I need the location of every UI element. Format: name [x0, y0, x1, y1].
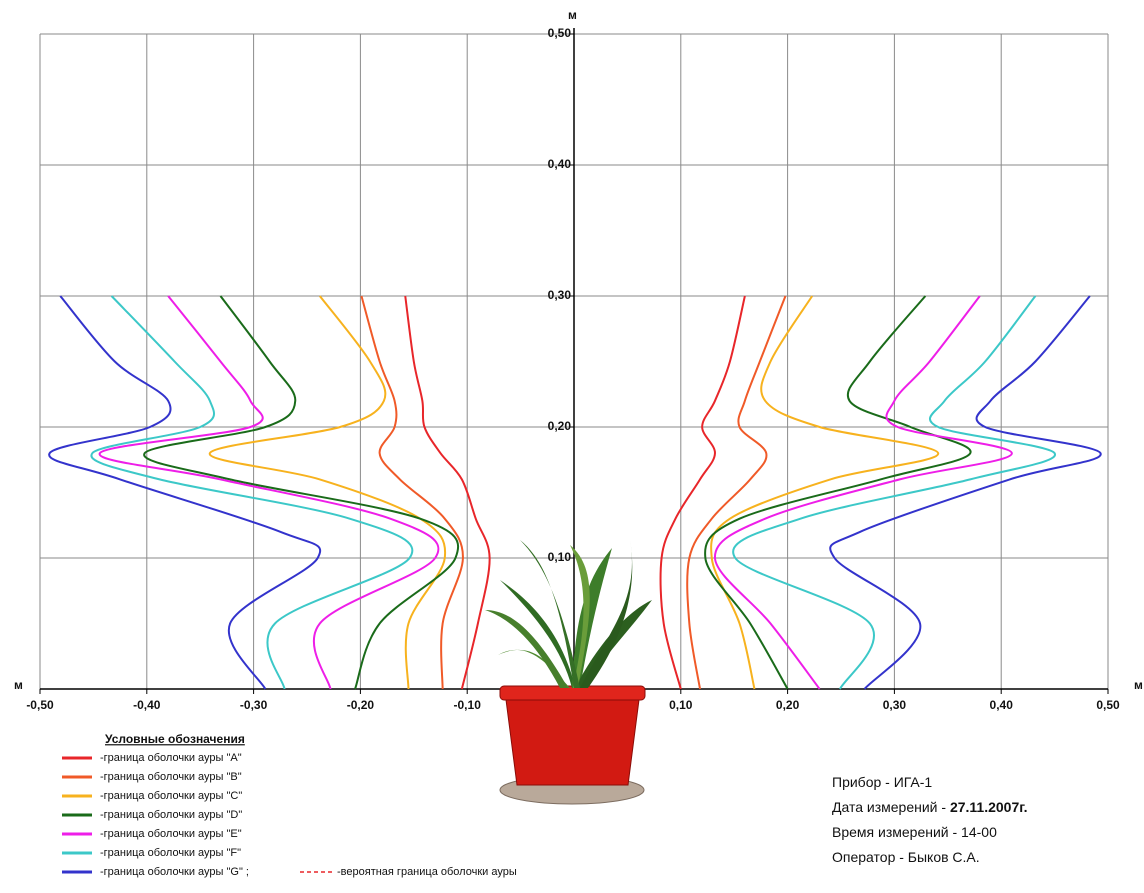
y-unit: м: [568, 8, 577, 22]
x-tick-label: 0,30: [883, 698, 907, 712]
legend-label: -граница оболочки ауры "D": [100, 809, 242, 821]
plant-photo: [485, 540, 652, 805]
x-tick-label: -0,20: [347, 698, 375, 712]
info-label: Дата измерений -: [832, 799, 950, 815]
x-tick-label: -0,50: [26, 698, 54, 712]
info-line: Прибор - ИГА-1: [832, 774, 932, 790]
aura-line: [143, 295, 972, 690]
x-tick-label: 0,40: [990, 698, 1014, 712]
aura-line: [90, 295, 1056, 690]
y-tick-label: 0,20: [548, 419, 572, 433]
info-line: Время измерений - 14-00: [832, 824, 997, 840]
info-line: Оператор - Быков С.А.: [832, 849, 980, 865]
aura-line: [208, 295, 940, 690]
legend-title: Условные обозначения: [105, 732, 245, 746]
x-tick-label: 0,50: [1096, 698, 1120, 712]
legend-label: -вероятная граница оболочки ауры: [337, 866, 517, 878]
legend-label: -граница оболочки ауры "F": [100, 847, 241, 859]
plot-area: [39, 28, 1109, 694]
info-label: Время измерений - 14-00: [832, 824, 997, 840]
x-tick-label: -0,40: [133, 698, 161, 712]
y-tick-label: 0,30: [548, 288, 572, 302]
legend-label: -граница оболочки ауры "E": [100, 828, 242, 840]
aura-line: [404, 295, 746, 690]
x-unit: м: [1134, 678, 1143, 692]
legend-label: -граница оболочки ауры "B": [100, 771, 242, 783]
x-tick-label: -0,10: [454, 698, 482, 712]
info-label: Прибор - ИГА-1: [832, 774, 932, 790]
legend-label: -граница оболочки ауры "A": [100, 752, 242, 764]
x-tick-label: -0,30: [240, 698, 268, 712]
legend-label: -граница оболочки ауры "G" ;: [100, 866, 249, 878]
x-tick-label: 0,10: [669, 698, 693, 712]
info-label: Оператор - Быков С.А.: [832, 849, 980, 865]
y-tick-label: 0,40: [548, 157, 572, 171]
y-tick-label: 0,50: [548, 26, 572, 40]
aura-line: [98, 295, 1013, 690]
legend: Условные обозначения -граница оболочки а…: [62, 732, 517, 878]
legend-label: -граница оболочки ауры "C": [100, 790, 242, 802]
x-unit: м: [14, 678, 23, 692]
y-tick-label: 0,10: [548, 550, 572, 564]
info-line: Дата измерений - 27.11.2007г.: [832, 799, 1028, 815]
aura-line: [360, 295, 787, 690]
x-tick-label: 0,20: [776, 698, 800, 712]
aura-line: [48, 295, 1102, 690]
info-value: 27.11.2007г.: [950, 799, 1028, 815]
